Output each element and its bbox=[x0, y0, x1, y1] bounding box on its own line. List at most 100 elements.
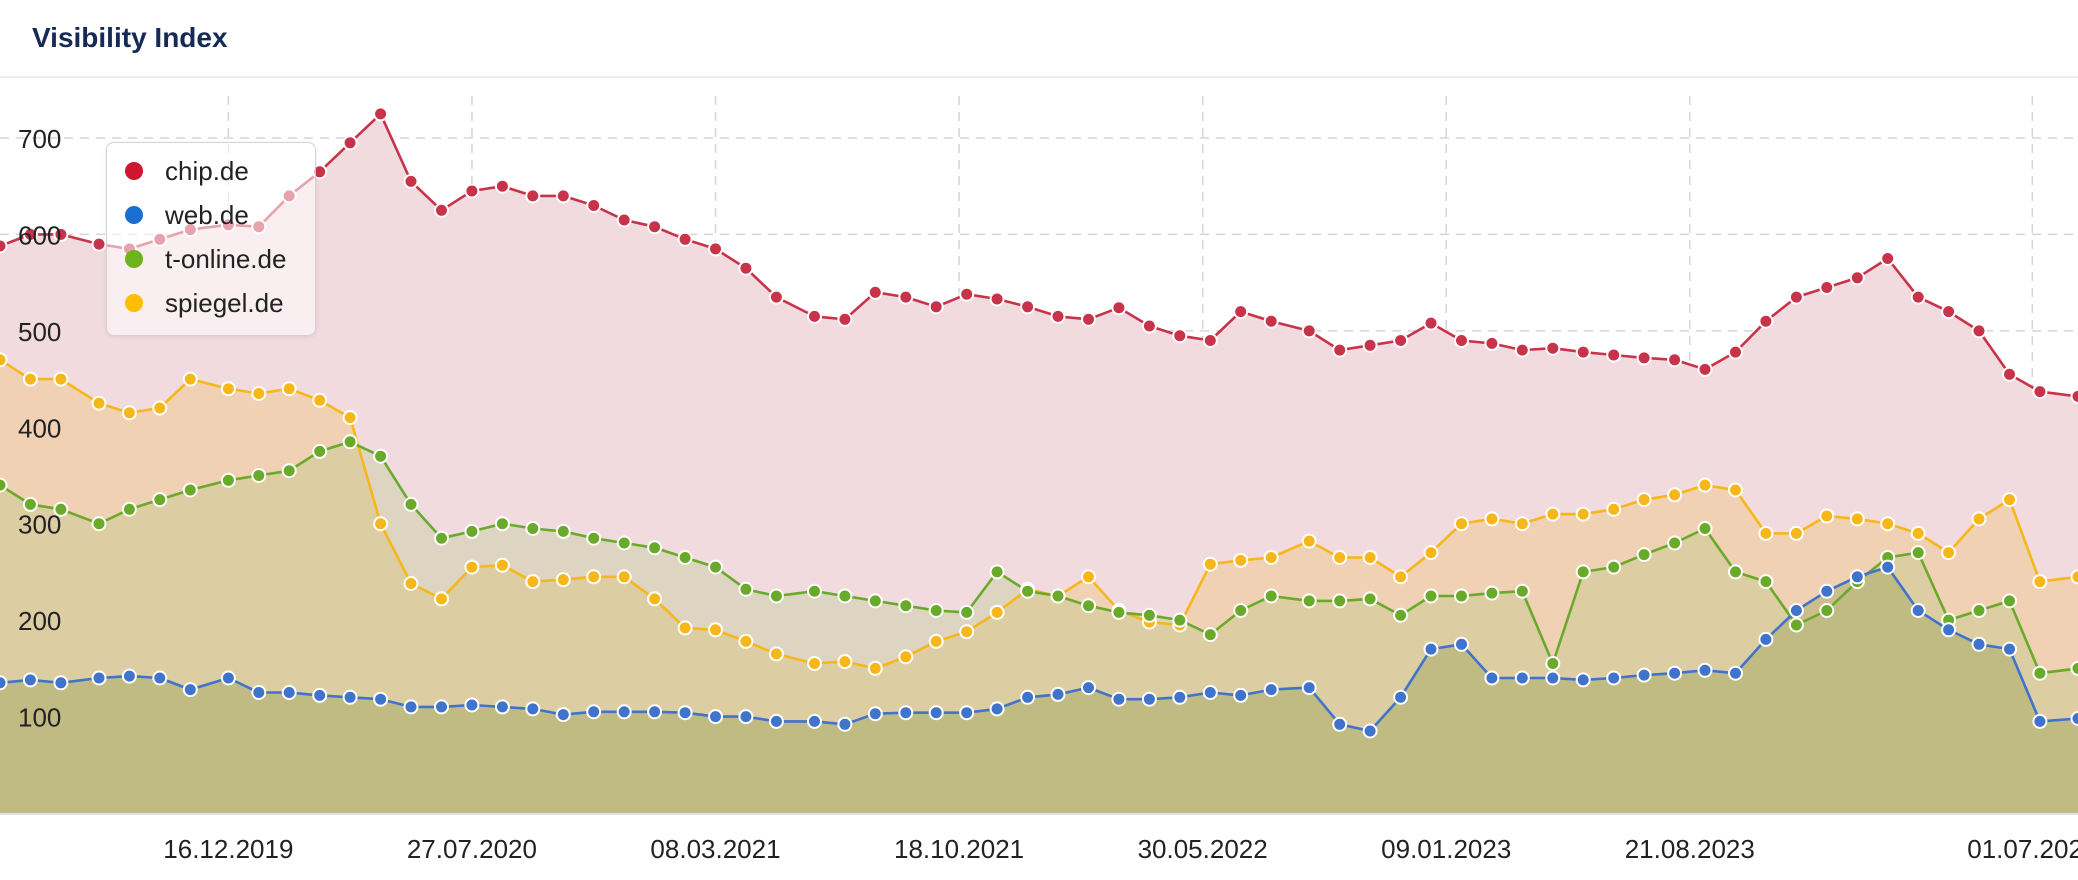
point-chip-de-49 bbox=[1514, 342, 1530, 358]
y-tick-label-500: 500 bbox=[18, 317, 61, 347]
point-spiegel-de-25 bbox=[768, 646, 784, 662]
point-chip-de-32 bbox=[989, 291, 1005, 307]
point-t-online-de-34 bbox=[1050, 588, 1066, 604]
x-tick-label-4: 30.05.2022 bbox=[1138, 834, 1268, 864]
point-spiegel-de-14 bbox=[434, 591, 449, 607]
point-chip-de-35 bbox=[1081, 311, 1096, 327]
point-web-de-4 bbox=[121, 668, 137, 684]
point-t-online-de-67 bbox=[2070, 660, 2078, 676]
point-t-online-de-58 bbox=[1788, 617, 1804, 633]
point-web-de-58 bbox=[1788, 603, 1804, 618]
point-spiegel-de-28 bbox=[867, 660, 883, 676]
point-spiegel-de-26 bbox=[807, 656, 822, 671]
point-web-de-60 bbox=[1849, 569, 1865, 585]
point-chip-de-11 bbox=[342, 135, 358, 151]
y-tick-label-100: 100 bbox=[18, 703, 61, 733]
point-web-de-19 bbox=[586, 704, 602, 720]
point-web-de-48 bbox=[1484, 670, 1500, 686]
point-chip-de-42 bbox=[1301, 323, 1317, 339]
point-chip-de-22 bbox=[677, 231, 693, 247]
point-spiegel-de-22 bbox=[677, 620, 693, 636]
point-spiegel-de-65 bbox=[2002, 492, 2017, 508]
point-web-de-8 bbox=[251, 685, 267, 700]
point-spiegel-de-32 bbox=[989, 604, 1005, 620]
point-t-online-de-28 bbox=[867, 593, 883, 609]
point-t-online-de-50 bbox=[1545, 656, 1561, 671]
point-spiegel-de-42 bbox=[1301, 533, 1317, 549]
point-web-de-2 bbox=[53, 675, 69, 691]
y-tick-label-400: 400 bbox=[18, 413, 61, 443]
point-t-online-de-10 bbox=[312, 443, 328, 459]
point-chip-de-63 bbox=[1941, 304, 1957, 320]
point-t-online-de-17 bbox=[525, 521, 541, 536]
point-web-de-7 bbox=[220, 670, 236, 686]
x-tick-label-6: 21.08.2023 bbox=[1625, 834, 1755, 864]
point-t-online-de-9 bbox=[281, 463, 297, 479]
point-t-online-de-24 bbox=[738, 581, 754, 597]
point-chip-de-20 bbox=[616, 212, 632, 228]
point-spiegel-de-52 bbox=[1606, 501, 1622, 517]
point-web-de-47 bbox=[1454, 636, 1469, 652]
point-spiegel-de-60 bbox=[1849, 511, 1865, 527]
point-web-de-20 bbox=[616, 704, 632, 720]
point-chip-de-45 bbox=[1393, 333, 1409, 348]
point-t-online-de-18 bbox=[555, 523, 571, 539]
point-chip-de-57 bbox=[1758, 313, 1774, 329]
legend-item-chip[interactable]: chip.de bbox=[125, 153, 249, 189]
point-chip-de-28 bbox=[867, 284, 883, 300]
point-spiegel-de-29 bbox=[898, 649, 914, 665]
point-web-de-12 bbox=[373, 691, 389, 707]
point-spiegel-de-18 bbox=[555, 572, 571, 588]
point-chip-de-59 bbox=[1819, 280, 1835, 295]
point-chip-de-46 bbox=[1423, 315, 1439, 331]
legend-dot-chip-icon bbox=[125, 162, 143, 180]
point-t-online-de-65 bbox=[2002, 593, 2017, 609]
legend-item-web[interactable]: web.de bbox=[125, 197, 249, 233]
point-spiegel-de-62 bbox=[1910, 525, 1926, 541]
point-web-de-16 bbox=[494, 699, 510, 715]
point-t-online-de-57 bbox=[1758, 574, 1774, 590]
point-web-de-55 bbox=[1697, 662, 1713, 678]
point-chip-de-51 bbox=[1575, 344, 1591, 360]
point-chip-de-24 bbox=[738, 260, 754, 276]
point-chip-de-18 bbox=[555, 188, 571, 204]
x-tick-label-1: 27.07.2020 bbox=[407, 834, 537, 864]
point-chip-de-17 bbox=[525, 188, 541, 204]
point-spiegel-de-7 bbox=[220, 381, 236, 397]
point-web-de-21 bbox=[647, 704, 663, 720]
point-chip-de-58 bbox=[1788, 289, 1804, 305]
point-spiegel-de-30 bbox=[928, 633, 944, 649]
point-web-de-32 bbox=[989, 701, 1005, 717]
point-chip-de-38 bbox=[1172, 328, 1188, 344]
point-web-de-29 bbox=[898, 705, 914, 721]
point-t-online-de-22 bbox=[677, 550, 693, 565]
legend-item-t-online[interactable]: t-online.de bbox=[125, 241, 286, 277]
point-spiegel-de-10 bbox=[312, 392, 328, 408]
legend-item-spiegel[interactable]: spiegel.de bbox=[125, 285, 284, 321]
point-chip-de-31 bbox=[959, 286, 975, 302]
point-t-online-de-4 bbox=[121, 501, 137, 517]
point-spiegel-de-11 bbox=[342, 410, 358, 426]
point-web-de-14 bbox=[434, 699, 449, 715]
point-web-de-56 bbox=[1728, 665, 1743, 681]
point-t-online-de-13 bbox=[403, 496, 419, 512]
legend-label-chip: chip.de bbox=[165, 155, 249, 186]
point-chip-de-2 bbox=[53, 226, 69, 242]
point-web-de-22 bbox=[677, 705, 693, 721]
point-spiegel-de-2 bbox=[53, 371, 69, 387]
point-chip-de-65 bbox=[2002, 366, 2017, 382]
point-web-de-23 bbox=[708, 709, 723, 725]
point-spiegel-de-66 bbox=[2032, 574, 2048, 590]
point-chip-de-39 bbox=[1202, 333, 1218, 348]
point-chip-de-23 bbox=[708, 241, 723, 257]
point-spiegel-de-1 bbox=[22, 371, 38, 387]
point-chip-de-30 bbox=[928, 299, 944, 315]
point-web-de-9 bbox=[281, 685, 297, 700]
point-spiegel-de-46 bbox=[1423, 545, 1439, 561]
point-chip-de-34 bbox=[1050, 308, 1066, 324]
point-web-de-46 bbox=[1423, 641, 1439, 657]
x-tick-label-0: 16.12.2019 bbox=[163, 834, 293, 864]
point-t-online-de-12 bbox=[373, 448, 389, 464]
point-t-online-de-47 bbox=[1454, 588, 1469, 604]
